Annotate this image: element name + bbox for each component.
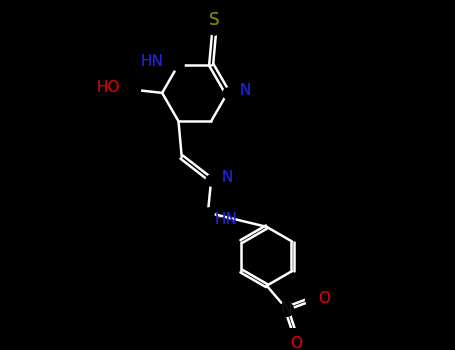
Text: N: N bbox=[281, 301, 292, 316]
Text: HO: HO bbox=[96, 80, 120, 96]
Text: HO: HO bbox=[96, 80, 120, 96]
Text: O: O bbox=[290, 336, 302, 350]
Text: O: O bbox=[290, 336, 302, 350]
Text: HN: HN bbox=[214, 212, 238, 228]
Text: S: S bbox=[209, 12, 220, 29]
Text: O: O bbox=[318, 291, 330, 306]
Text: O: O bbox=[318, 291, 330, 306]
Text: HN: HN bbox=[214, 212, 238, 228]
Text: HN: HN bbox=[141, 55, 164, 69]
Text: N: N bbox=[240, 83, 251, 98]
Text: N: N bbox=[222, 170, 233, 185]
Text: S: S bbox=[209, 12, 220, 29]
Text: N: N bbox=[240, 83, 251, 98]
Text: HN: HN bbox=[141, 55, 164, 69]
Text: N: N bbox=[281, 301, 292, 316]
Text: N: N bbox=[222, 170, 233, 185]
